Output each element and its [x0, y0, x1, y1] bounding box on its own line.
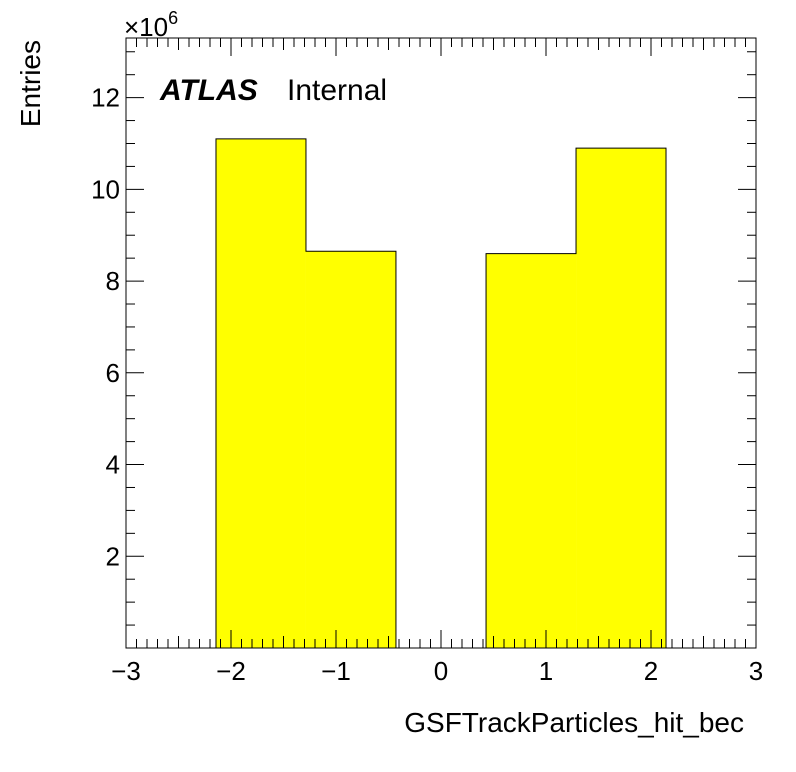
x-tick-label: 0 — [434, 656, 448, 686]
x-tick-label: −2 — [216, 656, 246, 686]
y-tick-label: 6 — [106, 358, 120, 388]
y-tick-label: 12 — [91, 83, 120, 113]
y-multiplier-base: ×10 — [124, 12, 168, 42]
x-tick-label: 1 — [539, 656, 553, 686]
x-tick-label: −1 — [321, 656, 351, 686]
histogram-bars — [126, 138, 756, 649]
y-tick-labels: 2 4 6 8 10 12 — [91, 83, 120, 572]
x-tick-label: 2 — [644, 656, 658, 686]
atlas-label: ATLAS — [159, 74, 258, 107]
axis-ticks — [125, 38, 757, 648]
x-tick-labels: −3 −2 −1 0 1 2 3 — [111, 656, 763, 686]
y-tick-label: 10 — [91, 174, 120, 204]
histogram-bar — [576, 148, 667, 648]
y-tick-label: 4 — [106, 450, 120, 480]
y-tick-label: 2 — [106, 541, 120, 571]
y-multiplier-exponent: 6 — [168, 8, 178, 28]
histogram-bar — [305, 251, 396, 648]
x-axis-title: GSFTrackParticles_hit_bec — [404, 707, 744, 738]
x-tick-label: −3 — [111, 656, 141, 686]
internal-label: Internal — [287, 74, 387, 107]
y-multiplier: ×106 — [124, 8, 178, 42]
histogram-bar — [486, 253, 577, 648]
x-tick-label: 3 — [749, 656, 763, 686]
y-tick-label: 8 — [106, 266, 120, 296]
histogram-bar — [215, 138, 306, 648]
y-axis-title: Entries — [15, 40, 46, 127]
